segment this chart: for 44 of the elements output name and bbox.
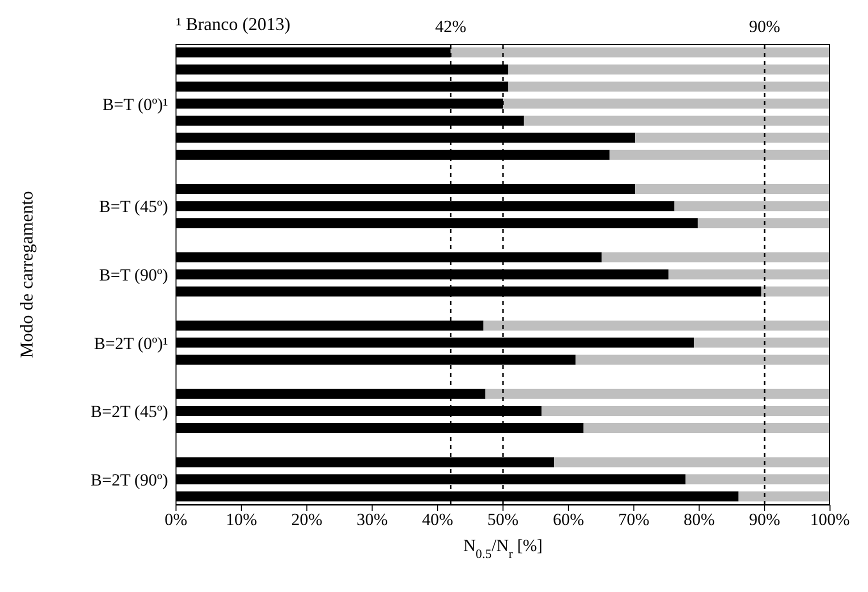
bar: [576, 354, 830, 365]
bar: [610, 150, 830, 160]
y-axis-title: Modo de carregamento: [16, 191, 36, 358]
bar: [694, 338, 830, 348]
bar: [554, 457, 830, 468]
y-tick-label: B=T (90º): [99, 266, 168, 285]
x-tick-label: 90%: [749, 510, 780, 530]
y-tick-label: B=2T (45º): [90, 402, 168, 422]
bar: [674, 201, 830, 212]
bar: [668, 269, 830, 280]
y-tick-label: B=2T (90º): [90, 470, 168, 490]
bar: [602, 252, 830, 262]
x-tick-label: 40%: [422, 510, 454, 530]
x-tick-label: 50%: [487, 510, 519, 530]
y-tick-label: B=T (0º)¹: [102, 94, 168, 114]
bar: [485, 388, 830, 399]
x-tick-label: 0%: [164, 510, 188, 530]
x-tick-label: 30%: [356, 510, 388, 530]
bar: [450, 47, 830, 58]
y-tick-label: B=T (45º): [99, 197, 168, 216]
bar: [483, 320, 830, 331]
bar: [698, 218, 830, 228]
x-tick-label: 20%: [291, 510, 322, 530]
bar: [738, 491, 830, 502]
bar: [635, 184, 830, 194]
y-tick-label: B=2T (0º)¹: [94, 334, 168, 353]
x-axis-title: N$_{0.5}$/N$_{r}$ [%]: [463, 536, 543, 561]
x-tick-label: 70%: [618, 510, 650, 530]
ref-line-label: 90%: [749, 17, 780, 36]
bar: [508, 64, 830, 74]
bar: [503, 98, 830, 109]
bar: [508, 82, 830, 92]
bar: [542, 406, 830, 416]
x-tick-label: 10%: [226, 510, 257, 530]
text: ¹ Branco (2013): [176, 14, 290, 35]
bar: [635, 132, 830, 143]
ref-line-label: 42%: [435, 17, 466, 36]
bar: [685, 474, 830, 484]
x-tick-label: 80%: [684, 510, 715, 530]
bar: [524, 116, 830, 126]
x-tick-label: 100%: [810, 510, 850, 530]
x-tick-label: 60%: [552, 510, 584, 530]
bar: [761, 286, 830, 296]
bar: [583, 423, 830, 434]
